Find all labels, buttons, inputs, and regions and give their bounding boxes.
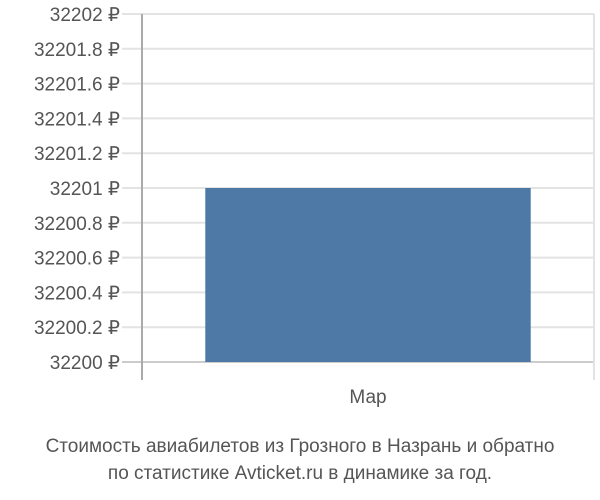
y-tick-label: 32201.2 ₽ [34,144,120,165]
y-tick-label: 32200 ₽ [50,353,120,374]
y-tick-label: 32201.8 ₽ [34,40,120,61]
bar [205,188,531,362]
x-tick-label: Мар [349,387,386,408]
y-tick-label: 32201.6 ₽ [34,75,120,96]
y-tick-label: 32200.8 ₽ [34,214,120,235]
bar-chart: 32200 ₽ 32200.2 ₽ 32200.4 ₽ 32200.6 ₽ 32200.… [34,5,595,408]
y-tick-label: 32200.4 ₽ [34,283,120,304]
y-tick-label: 32200.2 ₽ [34,318,120,339]
y-tick-label: 32202 ₽ [50,5,120,26]
y-tick-label: 32200.6 ₽ [34,249,120,270]
caption-line-2: по статистике Avticket.ru в динамике за … [107,463,493,484]
y-tick-label: 32201 ₽ [50,179,120,200]
y-tick-label: 32201.4 ₽ [34,109,120,130]
caption-line-1: Стоимость авиабилетов из Грозного в Назр… [45,436,555,457]
